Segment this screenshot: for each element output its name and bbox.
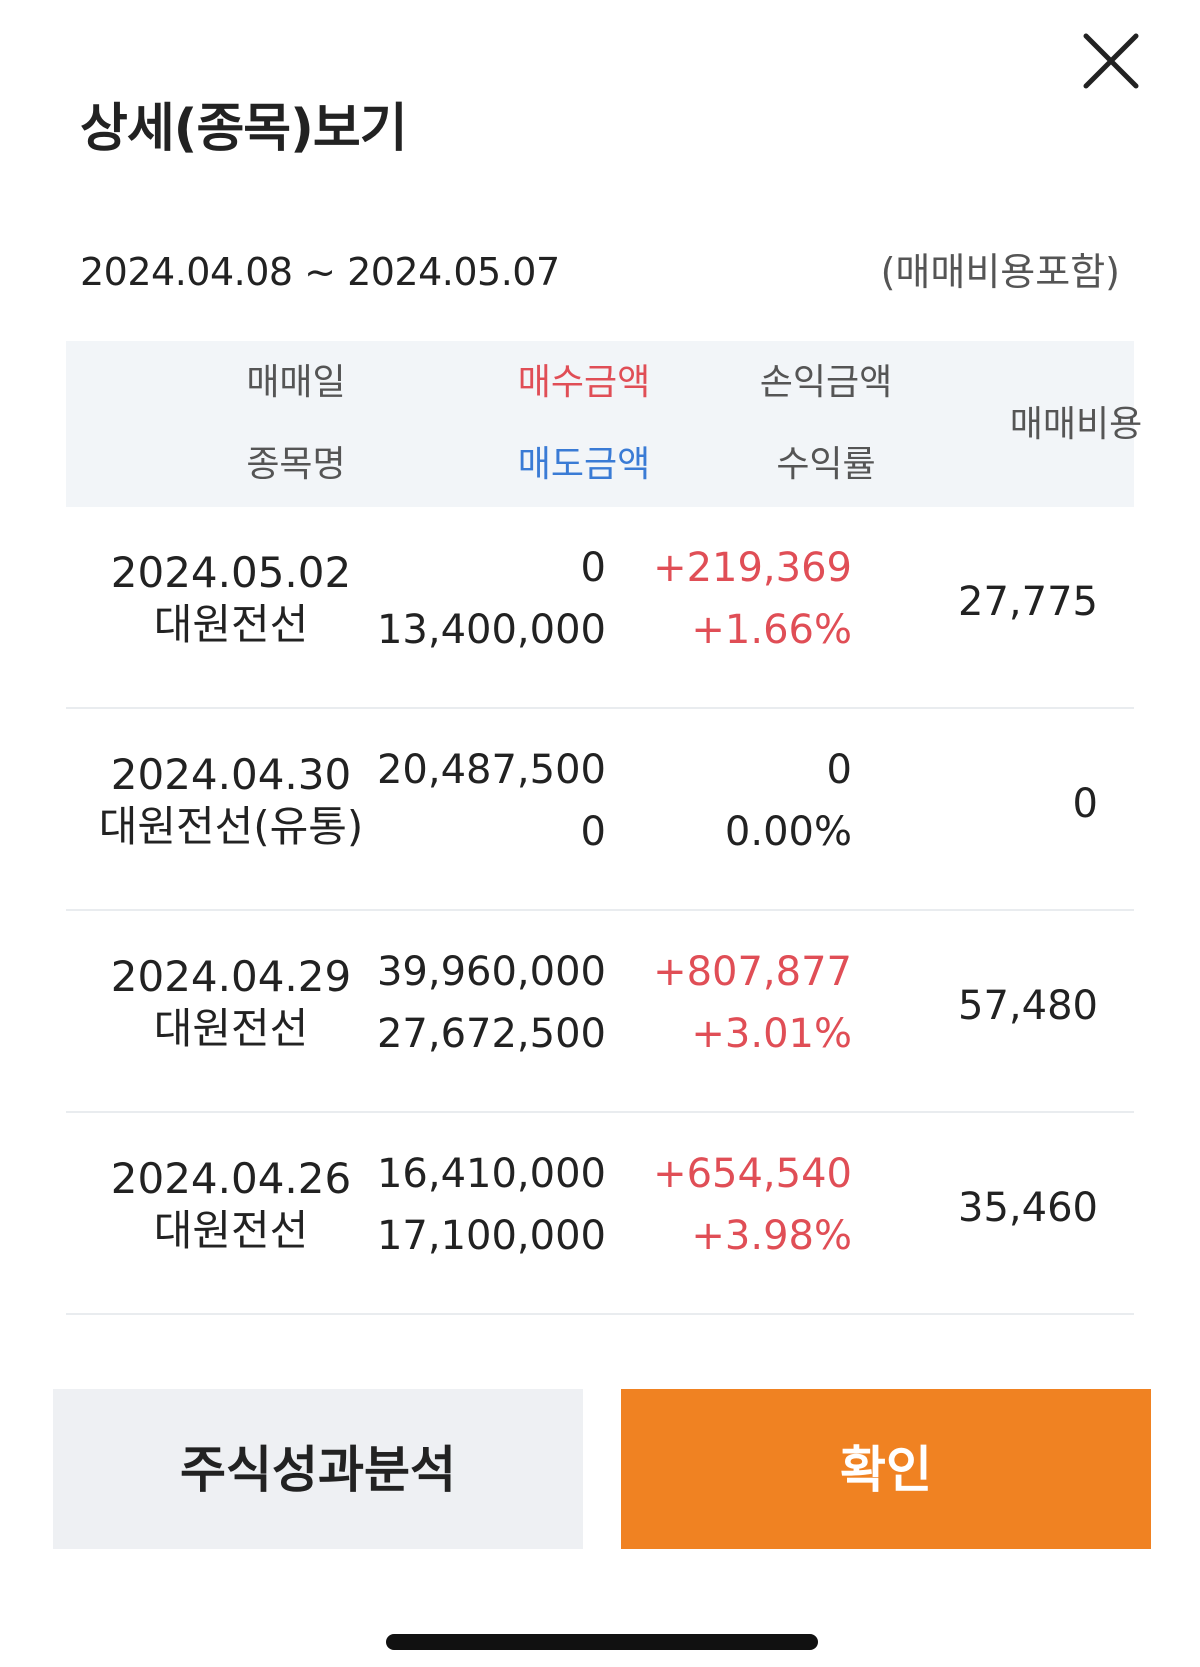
row-trade-date: 2024.04.29 bbox=[110, 952, 352, 1001]
row-trade-fee: 57,480 bbox=[958, 983, 1098, 1029]
row-buy-amount: 20,487,500 bbox=[376, 747, 606, 793]
period-range: 2024.04.08 ~ 2024.05.07 bbox=[80, 250, 560, 294]
row-trade-fee: 0 bbox=[1072, 781, 1098, 827]
header-profit-amount: 손익금액 bbox=[759, 362, 893, 403]
row-stock-name: 대원전선 bbox=[153, 600, 309, 649]
row-return-rate: 0.00% bbox=[724, 809, 852, 855]
row-return-rate: +3.01% bbox=[691, 1011, 852, 1057]
row-sell-amount: 27,672,500 bbox=[376, 1011, 606, 1057]
row-return-rate: +1.66% bbox=[691, 607, 852, 653]
row-buy-amount: 39,960,000 bbox=[376, 949, 606, 995]
close-icon bbox=[1083, 33, 1139, 89]
header-return-rate: 수익률 bbox=[776, 444, 876, 485]
row-trade-date: 2024.04.26 bbox=[110, 1154, 352, 1203]
table-row[interactable]: 2024.04.30 대원전선(유통) 20,487,500 0 0 0.00%… bbox=[66, 709, 1134, 911]
row-profit-amount: +219,369 bbox=[653, 545, 852, 591]
table-row[interactable]: 2024.04.26 대원전선 16,410,000 17,100,000 +6… bbox=[66, 1113, 1134, 1315]
home-indicator[interactable] bbox=[386, 1634, 818, 1650]
row-stock-name: 대원전선(유통) bbox=[98, 802, 364, 851]
header-stock-name: 종목명 bbox=[246, 444, 346, 485]
row-sell-amount: 0 bbox=[580, 809, 606, 855]
row-profit-amount: 0 bbox=[826, 747, 852, 793]
row-stock-name: 대원전선 bbox=[153, 1206, 309, 1255]
row-trade-date: 2024.05.02 bbox=[110, 548, 352, 597]
trade-table: 매매일 종목명 매수금액 매도금액 손익금액 수익률 매매비용 2024.05.… bbox=[66, 341, 1142, 1315]
row-stock-name: 대원전선 bbox=[153, 1004, 309, 1053]
row-profit-amount: +807,877 bbox=[653, 949, 852, 995]
header-trade-fee: 매매비용 bbox=[1009, 404, 1143, 445]
row-buy-amount: 16,410,000 bbox=[376, 1151, 606, 1197]
table-row[interactable]: 2024.05.02 대원전선 0 13,400,000 +219,369 +1… bbox=[66, 507, 1134, 709]
row-trade-fee: 35,460 bbox=[958, 1185, 1098, 1231]
header-sell-amount: 매도금액 bbox=[517, 444, 651, 485]
close-button[interactable] bbox=[1078, 28, 1144, 94]
row-return-rate: +3.98% bbox=[691, 1213, 852, 1259]
fee-included-note: (매매비용포함) bbox=[880, 250, 1120, 294]
row-sell-amount: 17,100,000 bbox=[376, 1213, 606, 1259]
page-title: 상세(종목)보기 bbox=[80, 99, 408, 159]
header-buy-amount: 매수금액 bbox=[517, 362, 651, 403]
table-header: 매매일 종목명 매수금액 매도금액 손익금액 수익률 매매비용 bbox=[66, 341, 1142, 507]
stock-performance-analysis-button[interactable]: 주식성과분석 bbox=[53, 1389, 583, 1549]
confirm-button[interactable]: 확인 bbox=[621, 1389, 1151, 1549]
row-sell-amount: 13,400,000 bbox=[376, 607, 606, 653]
row-buy-amount: 0 bbox=[580, 545, 606, 591]
row-profit-amount: +654,540 bbox=[653, 1151, 852, 1197]
header-trade-date: 매매일 bbox=[246, 362, 346, 403]
row-trade-fee: 27,775 bbox=[958, 579, 1098, 625]
row-trade-date: 2024.04.30 bbox=[110, 750, 352, 799]
table-row[interactable]: 2024.04.29 대원전선 39,960,000 27,672,500 +8… bbox=[66, 911, 1134, 1113]
